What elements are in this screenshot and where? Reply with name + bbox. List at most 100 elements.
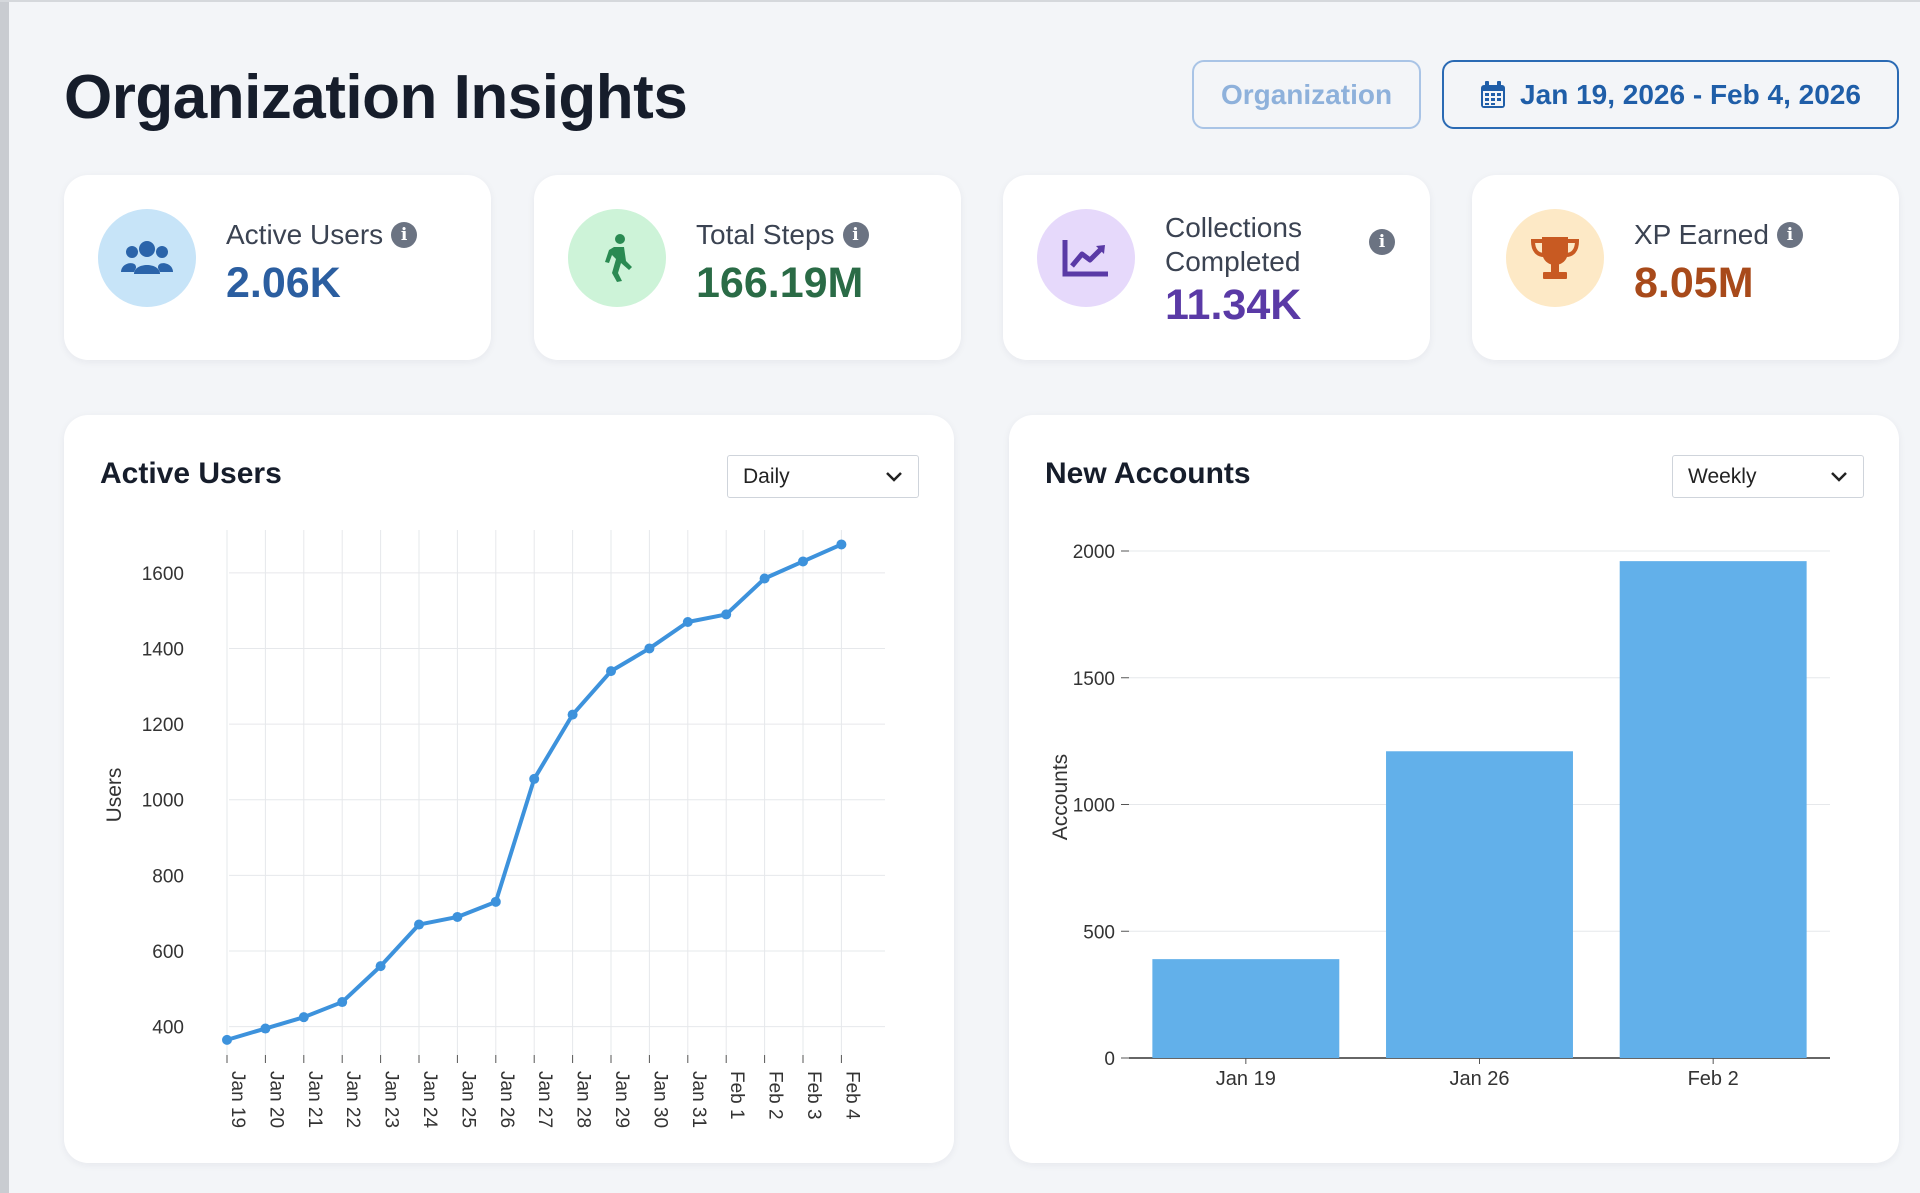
info-icon[interactable]: i — [1369, 229, 1395, 255]
chart-line-icon — [1062, 240, 1108, 277]
trophy-icon — [1530, 237, 1580, 279]
y-tick-label: 0 — [1104, 1049, 1115, 1070]
stat-card-total-steps: Total Steps i 166.19M — [534, 175, 961, 360]
x-tick-label: Jan 27 — [534, 1071, 555, 1128]
x-tick-label: Jan 20 — [265, 1071, 286, 1128]
data-point — [452, 911, 463, 922]
x-tick-label: Jan 19 — [227, 1071, 248, 1128]
walking-icon — [605, 234, 632, 282]
window-left-edge — [0, 0, 9, 1193]
x-tick-label: Feb 3 — [803, 1071, 824, 1120]
bar — [1619, 561, 1807, 1058]
date-range-button[interactable]: Jan 19, 2026 - Feb 4, 2026 — [1442, 60, 1899, 129]
data-point — [529, 773, 540, 784]
stat-label: Active Users — [226, 219, 384, 250]
stat-label-row: Active Users i — [226, 219, 418, 251]
new-accounts-bar-chart: 0 500 1000 1500 2000 Accounts Jan 19 Jan 26 Feb … — [1049, 542, 1830, 1090]
page-title: Organization Insights — [64, 63, 688, 132]
data-point — [260, 1023, 271, 1034]
y-tick-label: 1400 — [142, 639, 184, 660]
stat-icon-circle — [1506, 209, 1604, 307]
x-tick-label: Jan 21 — [304, 1071, 325, 1128]
interval-select[interactable]: Daily — [727, 455, 919, 498]
date-range-label: Jan 19, 2026 - Feb 4, 2026 — [1520, 78, 1861, 110]
chevron-down-icon — [1831, 471, 1847, 482]
chevron-down-icon — [886, 471, 902, 482]
active-users-panel: Active Users Daily Jan 19 Jan 20 Jan 21 Jan… — [64, 415, 954, 1163]
stat-value: 8.05M — [1634, 259, 1754, 307]
y-tick-label: 1600 — [142, 564, 184, 585]
data-point — [222, 1034, 232, 1045]
data-point — [298, 1012, 309, 1023]
panel-title: New Accounts — [1045, 457, 1251, 490]
users-icon — [121, 241, 173, 274]
x-tick-label: Jan 31 — [688, 1071, 709, 1128]
data-point — [375, 961, 386, 972]
x-tick-label: Jan 29 — [611, 1071, 632, 1128]
x-tick-label: Feb 2 — [765, 1071, 786, 1120]
info-icon[interactable]: i — [391, 222, 418, 248]
interval-select-value: Daily — [743, 464, 790, 488]
data-point — [490, 896, 501, 907]
stat-icon-circle — [1037, 209, 1135, 307]
stat-card-xp-earned: XP Earned i 8.05M — [1472, 175, 1899, 360]
data-point — [759, 573, 770, 584]
interval-select-value: Weekly — [1688, 464, 1757, 488]
y-tick-label: 1500 — [1073, 669, 1115, 690]
y-axis-label: Users — [103, 768, 126, 823]
x-tick-label: Jan 19 — [1216, 1068, 1276, 1090]
x-tick-label: Jan 30 — [649, 1071, 670, 1128]
y-tick-label: 600 — [152, 942, 184, 963]
y-tick-label: 800 — [152, 866, 184, 887]
stat-label: XP Earned — [1634, 219, 1769, 250]
bar — [1152, 959, 1340, 1058]
y-tick-label: 1000 — [142, 791, 184, 812]
data-point — [567, 709, 578, 720]
stat-label: Collections Completed — [1165, 212, 1302, 277]
x-tick-label: Jan 25 — [457, 1071, 478, 1128]
data-point — [606, 666, 616, 677]
organization-button[interactable]: Organization — [1192, 60, 1421, 129]
y-axis-label: Accounts — [1049, 754, 1072, 840]
y-tick-label: 2000 — [1073, 542, 1115, 563]
panel-title: Active Users — [100, 457, 282, 490]
x-tick-label: Jan 26 — [496, 1071, 517, 1128]
stat-value: 2.06K — [226, 259, 341, 307]
new-accounts-panel: New Accounts Weekly 0 500 1000 1500 2000 Acco… — [1009, 415, 1899, 1163]
data-point — [644, 643, 655, 654]
stat-label-row: XP Earned i — [1634, 219, 1803, 251]
x-tick-label: Feb 2 — [1688, 1068, 1739, 1090]
data-point — [682, 616, 693, 627]
bar — [1386, 751, 1573, 1058]
stat-card-active-users: Active Users i 2.06K — [64, 175, 491, 360]
stat-value: 166.19M — [696, 259, 864, 307]
y-tick-label: 1000 — [1073, 796, 1115, 817]
data-point — [337, 997, 348, 1008]
stat-icon-circle — [568, 209, 666, 307]
data-point — [836, 539, 847, 550]
window-top-edge — [0, 0, 1920, 2]
y-tick-label: 500 — [1083, 922, 1115, 943]
stat-label-row: Total Steps i — [696, 219, 869, 251]
x-tick-label: Jan 22 — [342, 1071, 363, 1128]
info-icon[interactable]: i — [1776, 222, 1803, 248]
stat-icon-circle — [98, 209, 196, 307]
stat-label: Total Steps — [696, 219, 835, 250]
data-point — [414, 919, 424, 930]
x-tick-label: Feb 4 — [841, 1071, 862, 1120]
info-icon[interactable]: i — [842, 222, 869, 248]
x-tick-label: Jan 26 — [1449, 1068, 1509, 1090]
data-point — [721, 609, 732, 620]
interval-select[interactable]: Weekly — [1672, 455, 1864, 498]
data-point — [798, 556, 808, 567]
stat-value: 11.34K — [1165, 281, 1302, 329]
x-tick-label: Feb 1 — [726, 1071, 747, 1120]
y-tick-label: 400 — [152, 1018, 184, 1039]
calendar-icon — [1481, 80, 1506, 108]
stat-card-collections-completed: Collections Completed i 11.34K — [1003, 175, 1430, 360]
x-tick-label: Jan 24 — [419, 1071, 440, 1128]
active-users-line-chart: Jan 19 Jan 20 Jan 21 Jan 22 Jan 23 Jan 24 Jan … — [103, 530, 885, 1128]
x-tick-label: Jan 23 — [381, 1071, 402, 1128]
y-tick-label: 1200 — [142, 715, 184, 736]
x-tick-label: Jan 28 — [573, 1071, 594, 1128]
